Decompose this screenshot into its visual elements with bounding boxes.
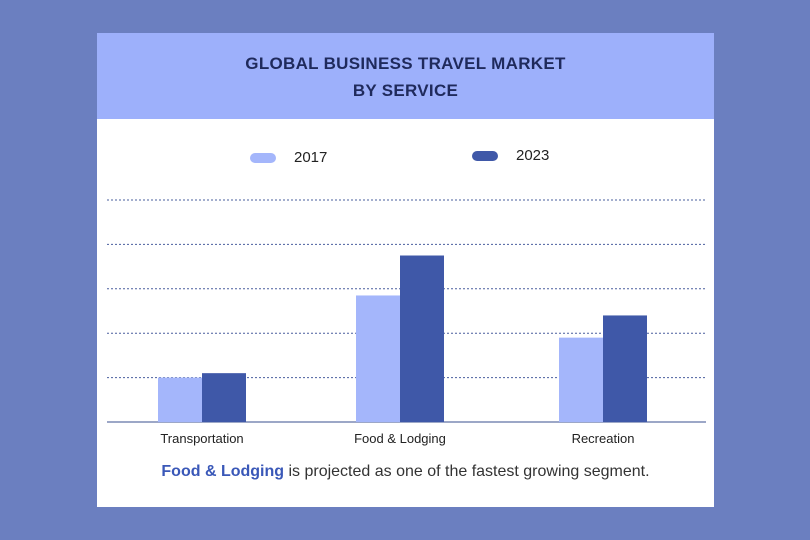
chart-footnote: Food & Lodging is projected as one of th… bbox=[97, 463, 714, 481]
footnote-text: is projected as one of the fastest growi… bbox=[284, 463, 650, 480]
legend-swatch-2017 bbox=[250, 152, 276, 163]
bar-2023-transportation bbox=[202, 373, 246, 422]
chart-subtitle: BY SERVICE bbox=[352, 81, 459, 100]
legend-label-2023: 2023 bbox=[516, 147, 550, 164]
legend-item-2017: 2017 bbox=[250, 149, 327, 166]
bar-2017-food-lodging bbox=[356, 295, 400, 422]
x-tick-label: Food & Lodging bbox=[354, 431, 446, 446]
bar-2017-transportation bbox=[158, 377, 202, 422]
chart-title: GLOBAL BUSINESS TRAVEL MARKET bbox=[245, 54, 566, 73]
x-tick-label: Recreation bbox=[572, 431, 635, 446]
legend-swatch-2023 bbox=[472, 150, 498, 161]
footnote-highlight: Food & Lodging bbox=[161, 463, 285, 480]
bar-2017-recreation bbox=[559, 337, 603, 422]
legend-item-2023: 2023 bbox=[472, 147, 549, 164]
bar-chart: Transportation Food & Lodging Recreation bbox=[107, 199, 706, 446]
x-tick-label: Transportation bbox=[160, 431, 243, 446]
legend-label-2017: 2017 bbox=[294, 149, 328, 166]
chart-card: GLOBAL BUSINESS TRAVEL MARKET BY SERVICE… bbox=[97, 33, 714, 507]
chart-header: GLOBAL BUSINESS TRAVEL MARKET BY SERVICE bbox=[97, 33, 714, 119]
bar-2023-food-lodging bbox=[400, 255, 444, 422]
bar-2023-recreation bbox=[603, 315, 647, 422]
